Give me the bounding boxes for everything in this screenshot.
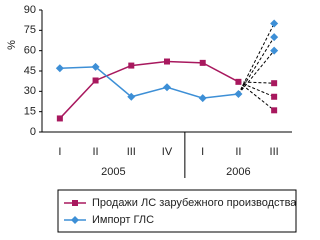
marker — [198, 94, 207, 103]
forecast-line — [238, 81, 275, 111]
marker — [164, 58, 170, 65]
forecast-line — [237, 23, 275, 95]
marker — [270, 33, 279, 42]
marker — [128, 62, 135, 69]
marker — [91, 62, 100, 71]
x-tick-label: I — [58, 146, 61, 158]
marker — [127, 92, 136, 101]
marker — [199, 59, 206, 66]
marker — [92, 77, 99, 84]
marker — [271, 80, 278, 87]
series-line — [59, 66, 239, 99]
marker — [72, 200, 78, 206]
y-tick-label: 75 — [24, 24, 36, 36]
y-tick-label: 30 — [24, 85, 36, 97]
x-tick-label: II — [235, 146, 241, 158]
y-tick-label: 90 — [24, 4, 36, 16]
x-tick-label: II — [93, 146, 99, 158]
y-axis-label: % — [6, 40, 18, 50]
y-tick-label: 15 — [24, 106, 36, 118]
forecast-line — [238, 36, 275, 95]
marker — [56, 115, 63, 122]
marker — [235, 78, 242, 85]
legend — [57, 189, 297, 233]
series-line — [59, 60, 239, 119]
marker — [55, 64, 64, 73]
y-tick-label: 45 — [24, 65, 36, 77]
marker — [163, 83, 171, 92]
x-tick-label: IV — [162, 146, 173, 158]
forecast-line — [238, 50, 275, 95]
x-tick-label: I — [201, 146, 204, 158]
y-tick-label: 60 — [24, 45, 36, 57]
forecast-line — [238, 81, 275, 84]
legend-label: Импорт ГЛС — [92, 214, 154, 226]
marker — [71, 216, 79, 224]
marker — [270, 19, 279, 28]
marker — [234, 90, 243, 99]
marker — [271, 93, 278, 100]
year-label: 2006 — [226, 166, 250, 178]
legend-label: Продажи ЛС зарубежного производства — [92, 197, 297, 209]
y-tick-label: 0 — [30, 126, 36, 138]
x-tick-label: III — [127, 146, 136, 158]
year-label: 2005 — [101, 166, 125, 178]
marker — [270, 46, 279, 55]
marker — [271, 107, 278, 114]
x-tick-label: III — [270, 146, 279, 158]
